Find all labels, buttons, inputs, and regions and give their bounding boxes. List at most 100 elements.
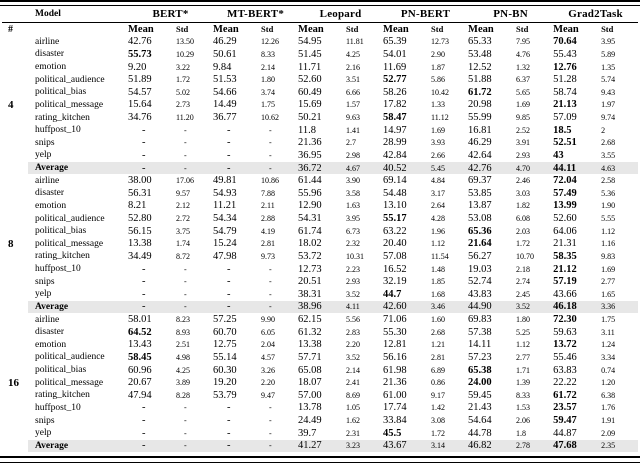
std-value: 0.74 [601,365,616,375]
mean-value: 55.17 [383,213,407,225]
std-column-header: Std [431,24,444,35]
table-row: huffpost_10 - - - - 11.8 1.41 14.97 1.69 16.81 2.5… [2,124,638,137]
std-value: - [269,277,272,287]
mean-value: 50.21 [298,112,322,124]
shots-group-label: 4 [2,35,28,175]
std-value: 2.93 [516,150,531,160]
mean-value: 47.98 [213,250,237,262]
mean-value: 36.72 [298,161,347,175]
dataset-label: political_message [35,99,104,110]
mean-value: 51.45 [298,48,322,60]
std-value: 3.36 [601,300,639,314]
table-row: yelp - - - - 36.95 2.98 42.84 2.66 42.64 2.93 43 3.5… [2,149,638,162]
mean-value: 44.78 [468,427,492,439]
std-value: 1.85 [431,277,446,287]
mean-column-header: Mean [468,23,494,35]
std-value: - [269,403,272,413]
table-row: disaster 64.52 8.93 60.70 6.05 61.32 2.83 55.30… [2,326,638,339]
std-value: 1.96 [431,226,446,236]
mean-value: 15.64 [128,99,152,111]
std-value: 6.05 [261,327,276,337]
mean-value: 42.64 [468,149,492,161]
mean-value: 34.49 [128,250,152,262]
mean-value: 57.08 [383,250,407,262]
model-name-grad2task: Grad2Task [553,5,639,23]
std-value: 1.76 [601,403,616,413]
table-row: 4 airline 42.76 13.50 46.29 12.26 54.95 11.81 65… [2,35,638,175]
mean-value: - [142,124,146,136]
std-value: 1.57 [346,100,361,110]
std-value: - [261,439,299,453]
table-row: emotion 8.21 2.12 11.21 2.11 12.90 1.63 13.10 2.… [2,200,638,213]
std-value: - [176,300,214,314]
mean-value: 57.71 [298,351,322,363]
std-value: 2.77 [601,277,616,287]
std-value: 8.33 [516,390,531,400]
std-value: 3.75 [176,226,190,236]
std-value: 2.20 [261,378,276,388]
std-value: 3.91 [516,138,531,148]
std-value: - [184,416,187,426]
shots-column-header: # [8,23,13,35]
std-value: 2.23 [346,264,361,274]
mean-value: 19.20 [213,377,237,389]
mean-value: 18.5 [553,124,572,136]
mean-value: 47.94 [128,389,152,401]
std-value: - [269,264,272,274]
std-value: 4.57 [261,352,276,362]
mean-value: 64.52 [128,326,152,338]
dataset-label: disaster [35,188,65,199]
std-value: 11.20 [176,113,194,123]
mean-value: 61.44 [298,175,322,187]
std-value: - [184,403,187,413]
results-table: Model BERT* MT-BERT* Leopard PN-BERT PN-BN Gra… [2,5,639,453]
mean-value: 56.16 [383,351,407,363]
std-value: 2.51 [176,340,190,350]
mean-value: - [128,439,176,453]
table-body: 4 airline 42.76 13.50 46.29 12.26 54.95 11.81 65… [2,35,639,453]
std-value: 3.58 [346,188,361,198]
std-value: 5.86 [431,75,446,85]
mean-value: 21.36 [298,137,322,149]
std-value: 8.72 [176,251,190,261]
mean-value: - [227,124,231,136]
mean-value: 19.03 [468,263,492,275]
std-value: 2.93 [346,277,361,287]
std-value: 1.69 [601,264,616,274]
std-value: - [261,161,299,175]
hash-header-spacer [2,5,28,23]
mean-column-header: Mean [128,23,154,35]
std-value: 10.62 [261,113,280,123]
std-value: 1.68 [431,289,446,299]
std-value: 2.32 [346,239,361,249]
mean-value: 54.34 [213,213,237,225]
table-row: political_audience 58.45 4.98 55.14 4.57 57.7… [2,351,638,364]
dataset-label: huffpost_10 [35,402,81,413]
std-value: 2.58 [601,176,616,186]
mean-value: 53.48 [468,48,492,60]
std-value: 1.63 [346,201,361,211]
std-value: 3.89 [176,378,190,388]
mean-value: 11.8 [298,124,317,136]
mean-value: 16.52 [383,263,407,275]
table-row: political_message 15.64 2.73 14.49 1.75 15.69… [2,99,638,112]
mean-value: 46.29 [213,36,237,48]
std-value: 1.60 [431,315,446,325]
mean-value: 60.49 [298,86,322,98]
mean-value: 43.83 [468,288,492,300]
mean-value: 63.83 [553,364,577,376]
model-name-bert-: BERT* [128,5,214,23]
mean-value: 53.85 [468,187,492,199]
mean-value: 32.19 [383,276,407,288]
std-value: 2.74 [516,277,531,287]
mean-value: 57.49 [553,187,577,199]
mean-value: 61.72 [468,86,492,98]
std-value: 1.97 [601,100,616,110]
model-name-pn-bert: PN-BERT [383,5,469,23]
mean-value: 52.80 [128,213,152,225]
std-value: 5.45 [431,161,469,175]
table-row: 8 airline 38.00 17.06 49.81 10.86 61.44 3.90 69.… [2,174,638,314]
mean-value: 11.69 [383,61,407,73]
mean-value: 11.71 [298,61,322,73]
mean-value: 50.61 [213,48,237,60]
